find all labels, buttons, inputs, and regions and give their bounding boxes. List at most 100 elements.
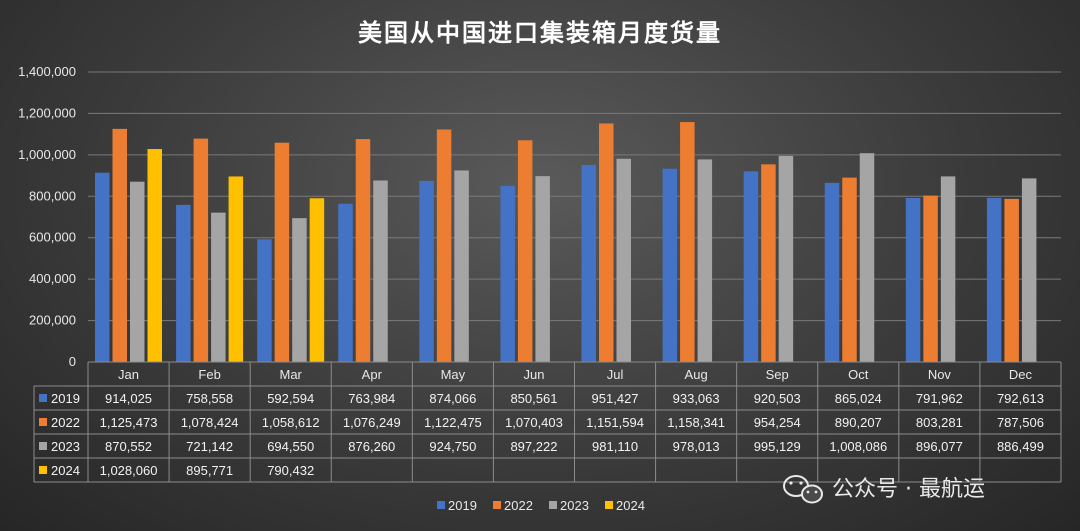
bar-2019-dec	[986, 197, 1002, 362]
data-label: 876,260	[348, 439, 395, 454]
x-tick-label: Aug	[685, 367, 708, 382]
bar-2024-jan	[147, 149, 162, 362]
bar-2019-may	[419, 180, 434, 362]
data-label: 865,024	[835, 391, 882, 406]
chart-title: 美国从中国进口集装箱月度货量	[358, 19, 722, 47]
bar-2023-mar	[292, 218, 307, 362]
data-label: 1,070,403	[505, 415, 563, 430]
data-label: 1,028,060	[100, 463, 158, 478]
watermark-text: 公众号 · 最航运	[832, 477, 985, 502]
data-label: 592,594	[267, 391, 314, 406]
bar-2019-feb	[176, 204, 191, 362]
bar-2023-jan	[130, 181, 145, 362]
bar-2019-aug	[662, 168, 678, 362]
data-label: 978,013	[673, 439, 720, 454]
bar-2019-mar	[257, 239, 272, 362]
legend-swatch-2024	[605, 501, 613, 509]
y-tick-label: 600,000	[29, 230, 76, 245]
bar-2023-may	[454, 170, 469, 362]
x-tick-label: Sep	[766, 367, 789, 382]
bar-2022-aug	[680, 122, 695, 362]
x-tick-label: Feb	[198, 367, 220, 382]
row-swatch-2024	[39, 466, 47, 474]
bar-2022-feb	[193, 138, 209, 362]
y-tick-label: 0	[69, 354, 76, 369]
y-axis-tick-labels: 0 200,000 400,000 600,000 800,000 1,000,000 1,…	[18, 64, 76, 369]
data-label: 920,503	[754, 391, 801, 406]
bar-2023-nov	[940, 176, 956, 362]
legend: 2019 2022 2023 2024	[437, 498, 645, 513]
bar-2019-apr	[338, 203, 353, 362]
y-tick-label: 1,000,000	[18, 147, 76, 162]
legend-label-2024: 2024	[616, 498, 645, 513]
bar-2019-jan	[95, 172, 110, 362]
x-tick-label: Apr	[362, 367, 383, 382]
data-label: 694,550	[267, 439, 314, 454]
data-table: Jan Feb Mar Apr May Jun Jul Aug Sep Oct Nov Dec 2019…	[33, 361, 1062, 483]
data-label: 791,962	[916, 391, 963, 406]
data-label: 914,025	[105, 391, 152, 406]
x-tick-label: Jul	[607, 367, 624, 382]
row-swatch-2019	[39, 394, 47, 402]
y-tick-label: 800,000	[29, 188, 76, 203]
data-label: 886,499	[997, 439, 1044, 454]
gridlines	[88, 71, 1061, 363]
bar-2019-oct	[824, 182, 840, 362]
bar-2022-sep	[761, 164, 776, 362]
x-tick-label: May	[441, 367, 466, 382]
data-label: 951,427	[592, 391, 639, 406]
bar-2022-jul	[599, 123, 614, 362]
data-label: 1,078,424	[181, 415, 239, 430]
data-label: 721,142	[186, 439, 233, 454]
data-label: 850,561	[510, 391, 557, 406]
data-label: 1,125,473	[100, 415, 158, 430]
legend-label-2022: 2022	[504, 498, 533, 513]
bar-2022-mar	[274, 142, 290, 362]
data-label: 792,613	[997, 391, 1044, 406]
data-label: 874,066	[429, 391, 476, 406]
bar-series	[95, 122, 1037, 362]
bar-2022-jan	[112, 128, 127, 362]
legend-swatch-2022	[493, 501, 501, 509]
data-label: 758,558	[186, 391, 233, 406]
data-label: 1,076,249	[343, 415, 401, 430]
bar-2023-dec	[1021, 178, 1037, 362]
x-tick-label: Dec	[1009, 367, 1033, 382]
x-tick-label: Mar	[280, 367, 303, 382]
x-tick-label: Jan	[118, 367, 139, 382]
y-tick-label: 200,000	[29, 313, 76, 328]
legend-label-2023: 2023	[560, 498, 589, 513]
y-tick-label: 1,200,000	[18, 105, 76, 120]
row-label-2024: 2024	[51, 463, 80, 478]
bar-2024-feb	[228, 176, 244, 362]
data-label: 981,110	[592, 439, 638, 454]
row-label-2023: 2023	[51, 439, 80, 454]
legend-swatch-2023	[549, 501, 557, 509]
bar-2022-jun	[517, 140, 533, 362]
bar-2022-oct	[842, 177, 857, 362]
x-tick-label: Jun	[523, 367, 544, 382]
data-label: 897,222	[510, 439, 557, 454]
bar-2022-dec	[1004, 198, 1019, 362]
row-label-2019: 2019	[51, 391, 80, 406]
data-label: 763,984	[348, 391, 395, 406]
data-label: 1,058,612	[262, 415, 320, 430]
bar-2019-sep	[743, 171, 759, 362]
data-label: 933,063	[673, 391, 720, 406]
data-label: 890,207	[835, 415, 882, 430]
bar-2023-jun	[535, 176, 550, 362]
legend-swatch-2019	[437, 501, 445, 509]
data-label: 1,151,594	[586, 415, 644, 430]
bar-2022-may	[436, 129, 452, 362]
row-swatch-2023	[39, 442, 47, 450]
bar-2019-nov	[905, 197, 921, 362]
data-label: 924,750	[429, 439, 476, 454]
x-tick-label: Oct	[848, 367, 869, 382]
row-label-2022: 2022	[51, 415, 80, 430]
bar-2023-jul	[616, 158, 631, 362]
data-label: 895,771	[186, 463, 233, 478]
data-label: 1,158,341	[667, 415, 725, 430]
data-label: 995,129	[754, 439, 801, 454]
bar-2019-jul	[581, 164, 596, 362]
